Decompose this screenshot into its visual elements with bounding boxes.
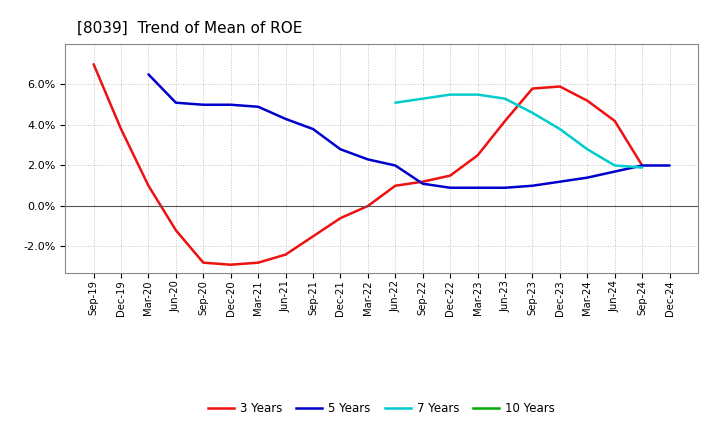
5 Years [226, 102, 235, 107]
5 Years [446, 185, 454, 191]
3 Years [117, 126, 125, 132]
5 Years [336, 147, 345, 152]
3 Years [199, 260, 207, 265]
Text: [8039]  Trend of Mean of ROE: [8039] Trend of Mean of ROE [78, 21, 303, 36]
5 Years [500, 185, 509, 191]
7 Years [611, 163, 619, 168]
3 Years [171, 227, 180, 233]
7 Years [638, 165, 647, 170]
3 Years [556, 84, 564, 89]
3 Years [500, 118, 509, 124]
5 Years [418, 181, 427, 187]
3 Years [254, 260, 263, 265]
5 Years [309, 126, 318, 132]
7 Years [391, 100, 400, 105]
3 Years [282, 252, 290, 257]
5 Years [528, 183, 537, 188]
5 Years [144, 72, 153, 77]
3 Years [473, 153, 482, 158]
Legend: 3 Years, 5 Years, 7 Years, 10 Years: 3 Years, 5 Years, 7 Years, 10 Years [203, 398, 560, 420]
5 Years [583, 175, 592, 180]
3 Years [611, 118, 619, 124]
5 Years [199, 102, 207, 107]
3 Years [144, 183, 153, 188]
3 Years [446, 173, 454, 178]
5 Years [556, 179, 564, 184]
3 Years [583, 98, 592, 103]
Line: 5 Years: 5 Years [148, 74, 670, 188]
3 Years [226, 262, 235, 268]
3 Years [364, 203, 372, 209]
5 Years [473, 185, 482, 191]
5 Years [611, 169, 619, 174]
5 Years [282, 116, 290, 121]
7 Years [528, 110, 537, 115]
3 Years [309, 234, 318, 239]
7 Years [500, 96, 509, 101]
Line: 7 Years: 7 Years [395, 95, 642, 168]
Line: 3 Years: 3 Years [94, 64, 642, 265]
3 Years [336, 216, 345, 221]
7 Years [583, 147, 592, 152]
5 Years [665, 163, 674, 168]
7 Years [418, 96, 427, 101]
5 Years [391, 163, 400, 168]
5 Years [254, 104, 263, 110]
3 Years [418, 179, 427, 184]
7 Years [473, 92, 482, 97]
5 Years [171, 100, 180, 105]
3 Years [391, 183, 400, 188]
3 Years [638, 163, 647, 168]
5 Years [364, 157, 372, 162]
3 Years [89, 62, 98, 67]
7 Years [446, 92, 454, 97]
5 Years [638, 163, 647, 168]
7 Years [556, 126, 564, 132]
3 Years [528, 86, 537, 91]
